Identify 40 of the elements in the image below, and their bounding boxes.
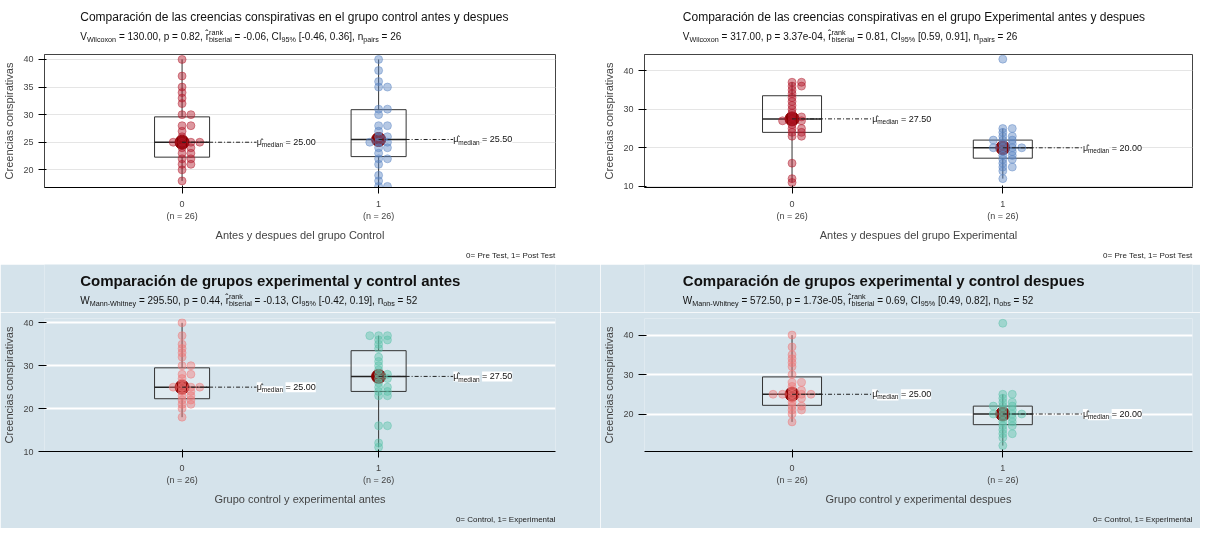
x-axis-title: Antes y despues del grupo Control — [215, 228, 385, 241]
y-tick-label: 30 — [623, 369, 634, 380]
x-tick-label: 1 (n = 26) — [362, 198, 395, 221]
x-tick-label: 0 (n = 26) — [166, 462, 198, 485]
y-axis-title: Creencias conspirativas — [603, 326, 616, 444]
x-tick-label: 1 (n = 26) — [987, 462, 1019, 485]
chart-title: Comparación de las creencias conspirativas en el grupo control antes y despues — [80, 9, 509, 24]
x-tick-label: 0 (n = 26) — [776, 462, 808, 485]
text: 0= Control, 1= Experimental — [1092, 514, 1193, 524]
text: 0= Pre Test, 1= Post Test — [1103, 250, 1193, 260]
chart-title: Comparación de grupos experimental y control antes — [80, 272, 461, 289]
text: 0= Control, 1= Experimental — [455, 514, 556, 524]
y-tick-label: 20 — [23, 164, 34, 175]
y-tick-label: 40 — [23, 317, 34, 328]
y-tick-label: 30 — [23, 360, 34, 371]
y-tick-label: 20 — [623, 409, 634, 420]
x-tick-label: 1 (n = 26) — [987, 198, 1019, 221]
y-axis-title: Creencias conspirativas — [3, 326, 16, 444]
y-tick-label: 40 — [623, 330, 634, 341]
x-axis-title: Grupo control y experimental antes — [214, 492, 387, 505]
y-tick-label: 40 — [23, 54, 34, 65]
y-tick-label: 40 — [623, 65, 634, 76]
y-tick-label: 35 — [23, 82, 34, 93]
y-axis-title: Creencias conspirativas — [603, 62, 616, 180]
y-tick-label: 20 — [23, 403, 34, 414]
x-tick-label: 0 (n = 26) — [776, 198, 808, 221]
y-tick-label: 25 — [23, 137, 34, 148]
y-tick-label: 30 — [623, 104, 634, 115]
y-tick-label: 20 — [623, 142, 634, 153]
y-tick-label: 30 — [23, 109, 34, 120]
y-tick-label: 10 — [23, 446, 34, 457]
chart-title: Comparación de las creencias conspirativas en el grupo Experimental antes y despues — [682, 9, 1146, 24]
x-axis-title: Antes y despues del grupo Experimental — [819, 228, 1018, 241]
text: 0= Pre Test, 1= Post Test — [466, 250, 556, 260]
x-axis-title: Grupo control y experimental despues — [825, 492, 1012, 505]
x-tick-label: 0 (n = 26) — [166, 198, 198, 221]
chart-title: Comparación de grupos experimental y control despues — [682, 272, 1085, 289]
y-axis-title: Creencias conspirativas — [3, 62, 16, 180]
x-tick-label: 1 (n = 26) — [362, 462, 395, 485]
y-tick-label: 10 — [623, 181, 634, 192]
